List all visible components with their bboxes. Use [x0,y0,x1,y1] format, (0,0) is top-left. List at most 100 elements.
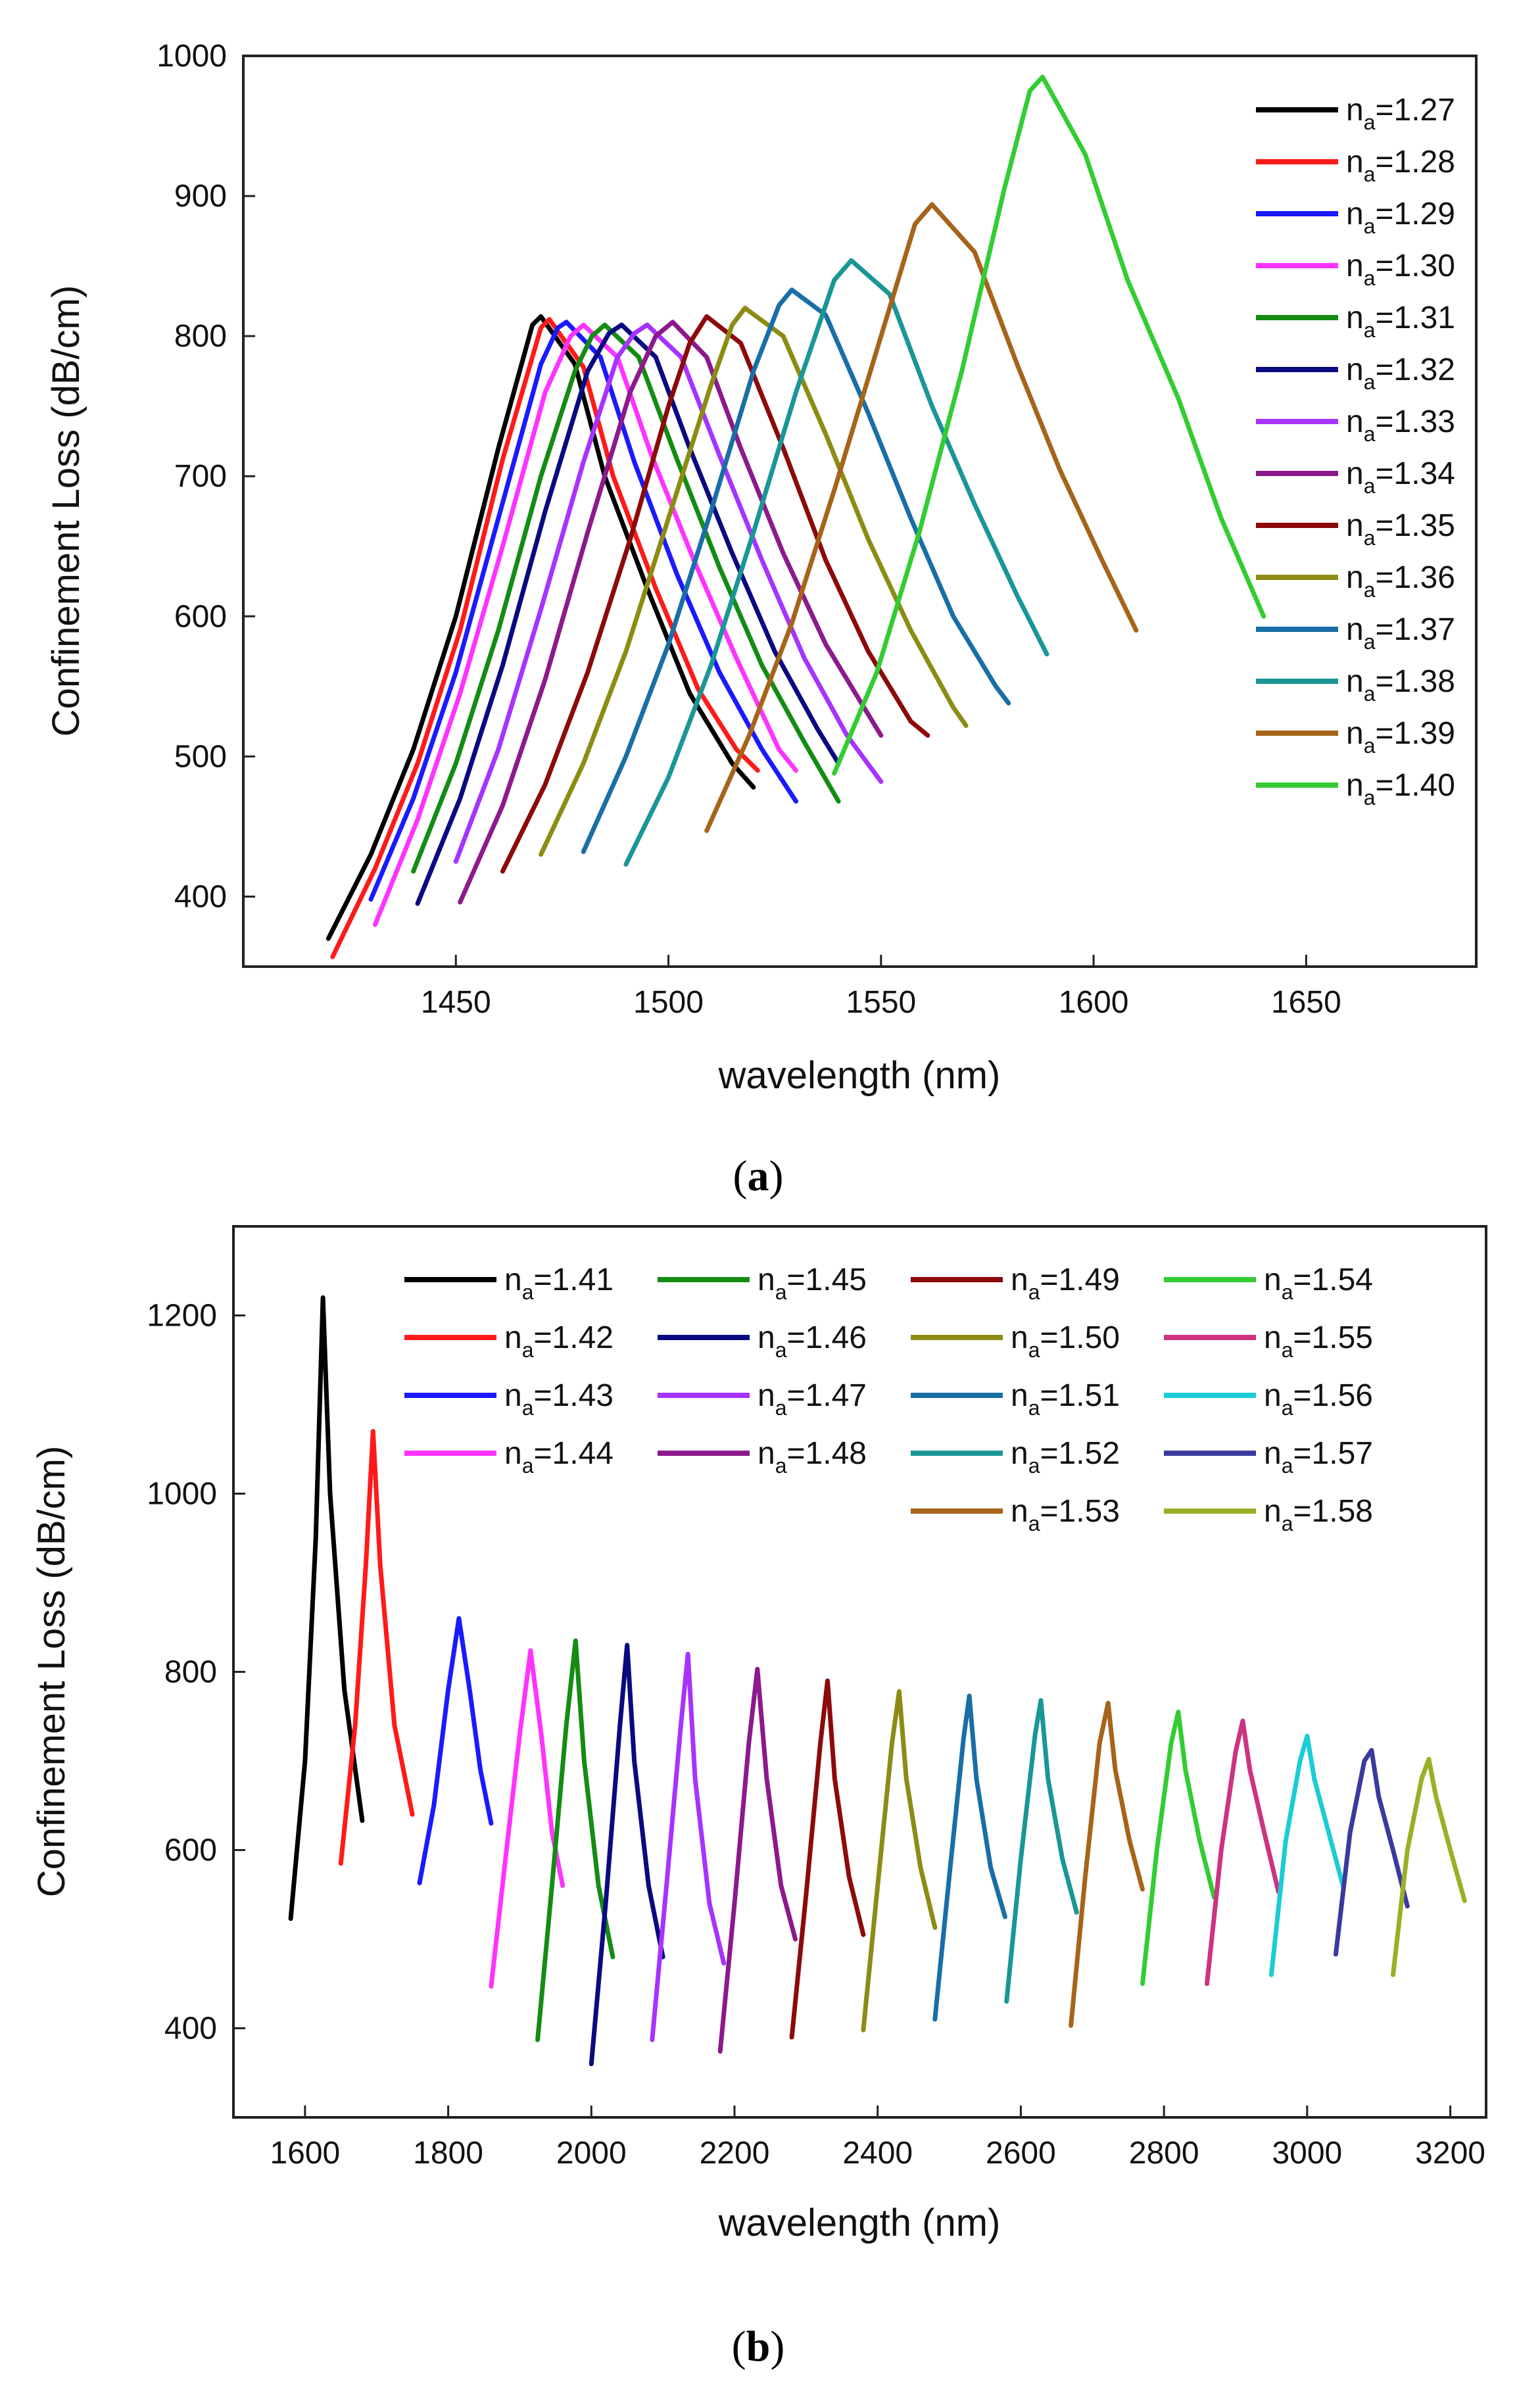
y-tick-label: 800 [164,1655,217,1690]
series-line-1.47 [650,1651,727,2042]
x-axis-title-a: wavelength (nm) [718,1054,1001,1097]
legend-symbol: n [1346,768,1364,803]
legend-label-1.51: na=1.51 [1011,1378,1120,1420]
legend-symbol: n [504,1378,522,1413]
legend-label-1.42: na=1.42 [504,1320,614,1362]
legend-symbol: n [1264,1494,1282,1529]
legend-value: =1.28 [1376,145,1455,180]
legend-label-1.48: na=1.48 [758,1436,867,1478]
series-line-1.45 [535,1638,615,2042]
legend-label-1.35: na=1.35 [1346,508,1455,550]
legend-subscript: a [1028,1512,1040,1535]
legend-value: =1.50 [1040,1320,1120,1355]
legend-label-1.28: na=1.28 [1346,145,1455,186]
y-tick-label: 800 [174,319,227,354]
y-axis-title-a: Confinement Loss (dB/cm) [45,285,87,737]
legend-label-1.54: na=1.54 [1264,1263,1373,1304]
legend-subscript: a [1028,1280,1040,1304]
legend-value: =1.40 [1376,768,1455,803]
y-tick-label: 600 [174,599,227,634]
legend-label-1.30: na=1.30 [1346,249,1455,290]
x-tick-label: 1600 [1059,985,1129,1020]
legend-subscript: a [1364,318,1376,342]
caption-b: (b) [732,2323,785,2371]
legend-value: =1.42 [534,1320,614,1355]
legend-label-1.37: na=1.37 [1346,612,1455,654]
series-line-1.37 [581,287,1011,854]
legend-label-1.32: na=1.32 [1346,352,1455,394]
y-tick-label: 1200 [147,1299,217,1334]
legend-symbol: n [1346,352,1364,387]
series-line-1.38 [623,258,1049,867]
y-tick-label: 500 [174,739,227,774]
x-tick-label: 1600 [270,2136,340,2171]
legend-value: =1.52 [1040,1436,1120,1471]
legend-subscript: a [1364,370,1376,394]
legend-subscript: a [1364,786,1376,809]
legend-symbol: n [1264,1378,1282,1413]
legend-value: =1.29 [1376,197,1455,231]
x-tick-label: 2800 [1129,2136,1199,2171]
legend-value: =1.35 [1376,508,1455,543]
legend-label-1.31: na=1.31 [1346,301,1455,342]
x-ticks-b: 1600 1800 2000 2200 2400 2600 2800 3000 3200 [270,2106,1485,2171]
series-line-1.36 [539,306,969,857]
series-line-1.28 [330,317,760,959]
legend-value: =1.43 [534,1378,614,1413]
legend-symbol: n [1346,93,1364,128]
legend-symbol: n [1346,249,1364,283]
series-line-1.48 [717,1666,798,2054]
legend-symbol: n [758,1436,775,1471]
legend-label-1.47: na=1.47 [758,1378,867,1420]
legend-subscript: a [1282,1454,1293,1478]
legend-subscript: a [1364,214,1376,238]
legend-subscript: a [1282,1280,1293,1304]
legend-label-1.40: na=1.40 [1346,768,1455,809]
legend-symbol: n [1011,1263,1028,1297]
legend-subscript: a [1364,422,1376,446]
y-tick-label: 1000 [157,39,227,74]
series-line-1.42 [338,1429,415,1866]
legend-label-1.29: na=1.29 [1346,197,1455,238]
legend-symbol: n [1346,612,1364,647]
legend-value: =1.31 [1376,301,1455,335]
series-line-1.58 [1391,1756,1467,1977]
series-line-1.41 [288,1295,365,1921]
series-line-1.40 [832,74,1266,776]
legend-symbol: n [504,1263,522,1297]
legend-label-1.27: na=1.27 [1346,93,1455,134]
x-tick-label: 2400 [842,2136,913,2171]
x-tick-label: 2000 [556,2136,627,2171]
x-ticks-a: 1450 1500 1550 1600 1650 [421,955,1341,1020]
caption-a-letter: a [748,1152,769,1200]
series-line-1.50 [861,1689,938,2033]
legend-label-1.52: na=1.52 [1011,1436,1120,1478]
legend-label-1.53: na=1.53 [1011,1494,1120,1535]
legend-value: =1.39 [1376,716,1455,751]
legend-symbol: n [1011,1494,1028,1529]
series-line-1.56 [1268,1733,1345,1977]
y-axis-title-b: Confinement Loss (dB/cm) [30,1446,73,1898]
legend-symbol: n [504,1320,522,1355]
legend-label-1.55: na=1.55 [1264,1320,1373,1362]
legend-value: =1.48 [787,1436,867,1471]
x-tick-label: 1800 [413,2136,483,2171]
series-line-1.29 [368,320,798,902]
legend-value: =1.38 [1376,664,1455,699]
series-line-1.27 [325,314,756,941]
legend-subscript: a [1364,734,1376,758]
series-line-1.35 [500,314,930,874]
legend-value: =1.47 [787,1378,867,1413]
series-group-a [325,74,1266,959]
legend-subscript: a [1364,110,1376,134]
legend-value: =1.34 [1376,456,1455,491]
series-line-1.53 [1069,1700,1145,2028]
legend-value: =1.32 [1376,352,1455,387]
legend-value: =1.36 [1376,560,1455,595]
legend-value: =1.58 [1293,1494,1373,1529]
plot-frame-a [242,55,1478,968]
legend-label-1.36: na=1.36 [1346,560,1455,602]
x-axis-title-b: wavelength (nm) [718,2202,1001,2244]
x-tick-label: 2600 [986,2136,1056,2171]
